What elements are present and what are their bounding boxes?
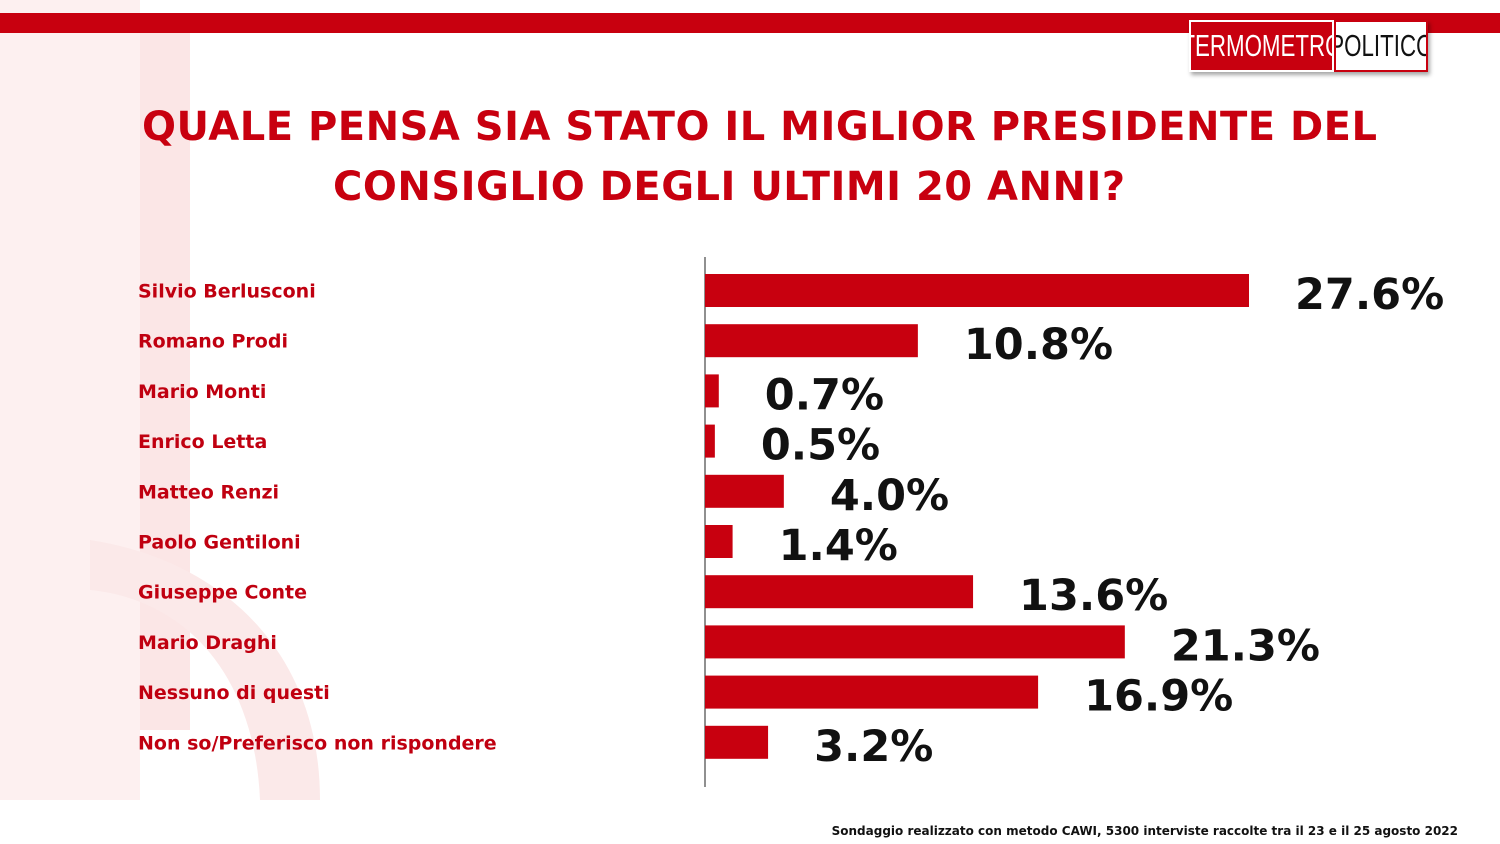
value-label: 3.2% bbox=[814, 722, 933, 772]
chart-title-line-1: QUALE PENSA SIA STATO IL MIGLIOR PRESIDE… bbox=[142, 104, 1378, 150]
value-label: 4.0% bbox=[830, 471, 949, 521]
bar bbox=[705, 675, 1039, 709]
logo-part-2: POLITICO bbox=[1334, 28, 1428, 63]
top-accent-bar bbox=[0, 13, 1500, 33]
category-label: Non so/Preferisco non rispondere bbox=[138, 732, 497, 754]
survey-footnote: Sondaggio realizzato con metodo CAWI, 53… bbox=[831, 824, 1458, 838]
category-label: Giuseppe Conte bbox=[138, 582, 307, 604]
bar bbox=[705, 575, 974, 609]
value-label: 0.5% bbox=[761, 421, 880, 471]
value-label: 1.4% bbox=[779, 521, 898, 571]
value-label: 16.9% bbox=[1084, 672, 1233, 722]
category-label: Mario Draghi bbox=[138, 632, 277, 654]
category-label: Mario Monti bbox=[138, 381, 266, 403]
value-label: 21.3% bbox=[1171, 621, 1320, 671]
bar bbox=[705, 424, 715, 458]
bar bbox=[705, 324, 918, 358]
bar bbox=[705, 474, 784, 508]
value-label: 27.6% bbox=[1295, 270, 1444, 320]
value-label: 10.8% bbox=[964, 320, 1113, 370]
bar bbox=[705, 374, 719, 408]
bar bbox=[705, 625, 1125, 659]
bar bbox=[705, 725, 769, 759]
category-label: Nessuno di questi bbox=[138, 682, 330, 704]
category-label: Romano Prodi bbox=[138, 331, 288, 353]
logo-part-1: TERMOMETRO bbox=[1191, 28, 1332, 63]
category-label: Paolo Gentiloni bbox=[138, 532, 301, 554]
value-label: 13.6% bbox=[1019, 571, 1168, 621]
category-label: Matteo Renzi bbox=[138, 481, 279, 503]
termometro-politico-logo: TERMOMETRO POLITICO bbox=[1189, 20, 1428, 72]
category-label: Enrico Letta bbox=[138, 431, 267, 453]
chart-title-line-2: CONSIGLIO DEGLI ULTIMI 20 ANNI? bbox=[333, 164, 1126, 210]
background-watermark bbox=[0, 0, 320, 800]
bar bbox=[705, 274, 1249, 307]
bar bbox=[705, 525, 733, 558]
value-label: 0.7% bbox=[765, 370, 884, 420]
category-label: Silvio Berlusconi bbox=[138, 281, 316, 303]
